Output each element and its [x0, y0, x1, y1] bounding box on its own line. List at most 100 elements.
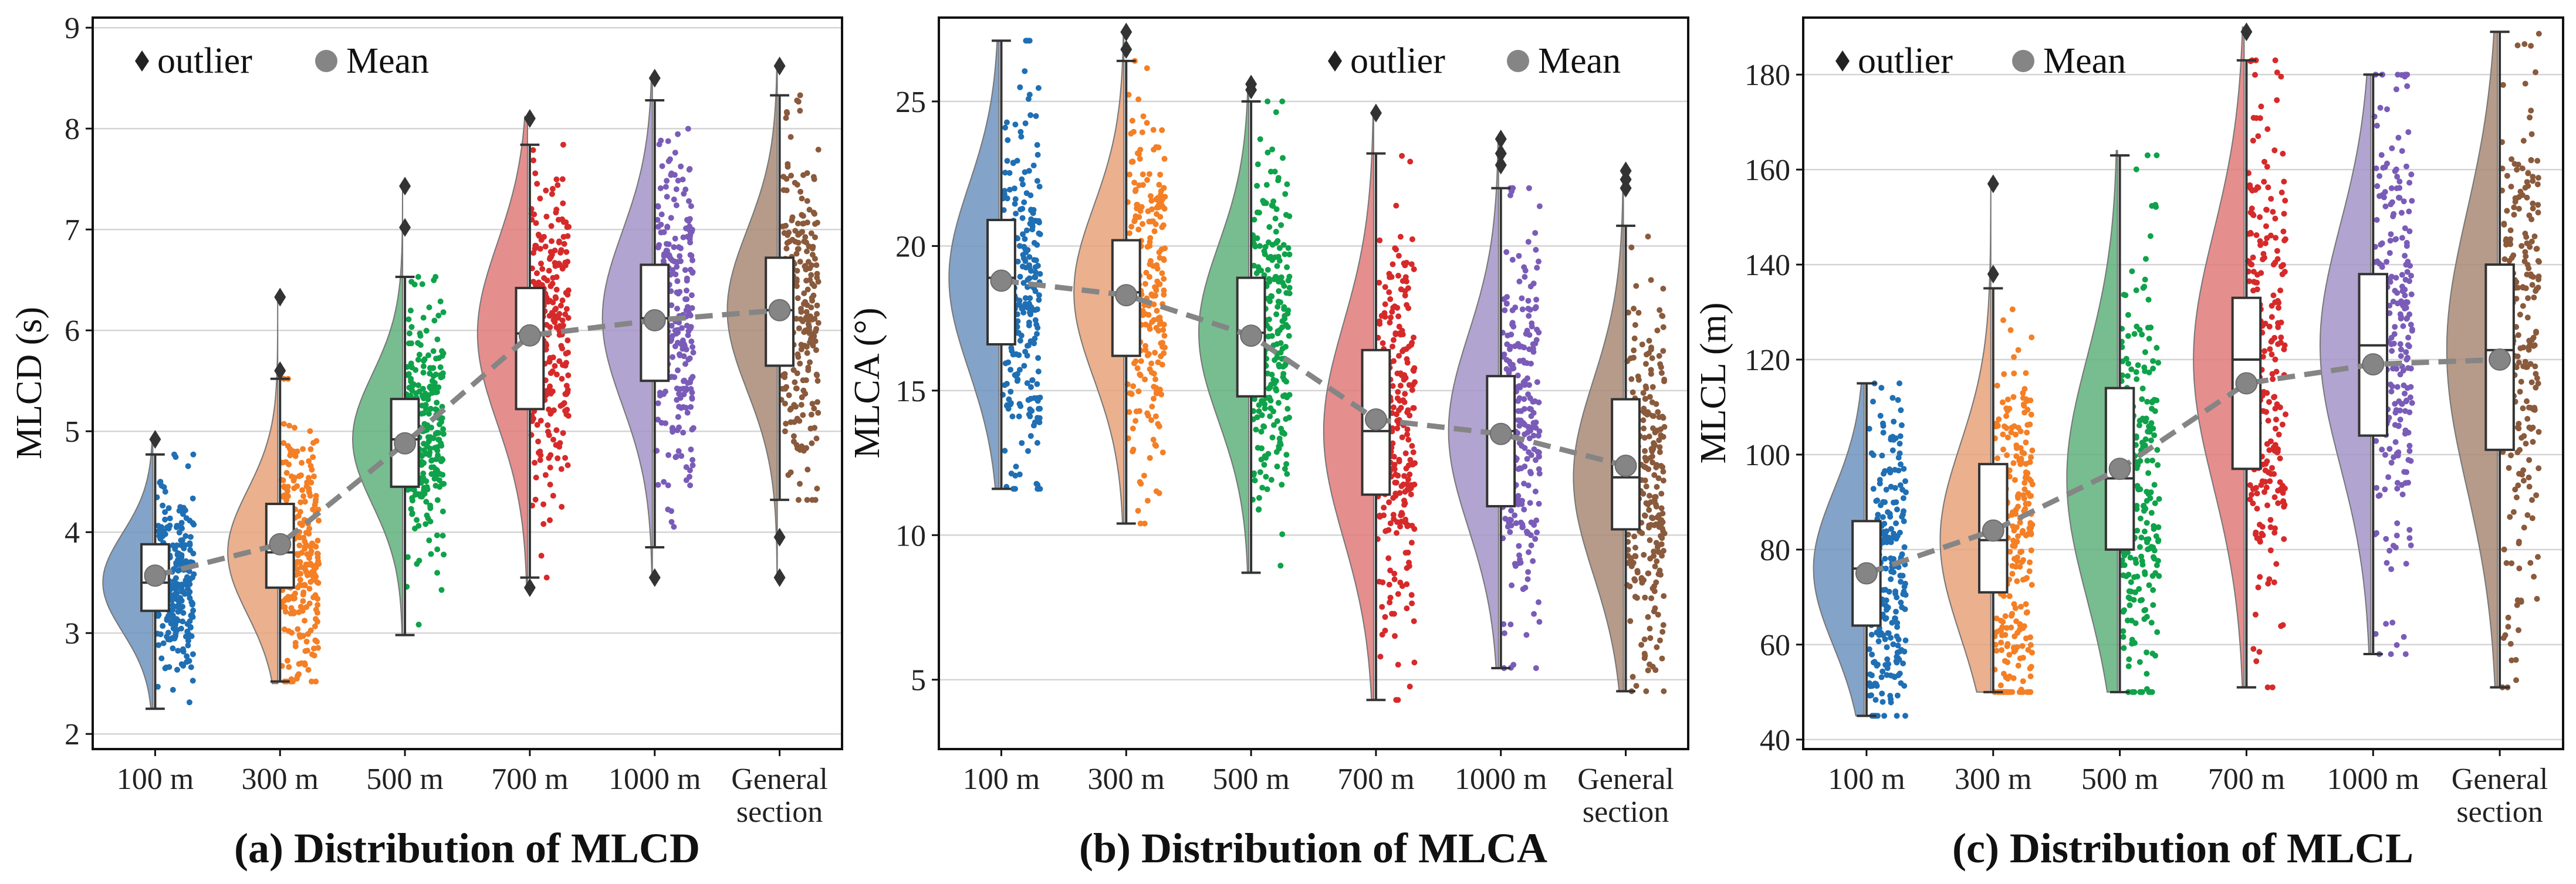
- data-point: [2281, 178, 2287, 185]
- data-point: [2000, 431, 2006, 438]
- data-point: [309, 562, 315, 568]
- data-point: [2142, 569, 2148, 575]
- data-point: [187, 581, 193, 587]
- data-point: [556, 358, 563, 364]
- data-point: [1161, 185, 1167, 191]
- data-point: [2131, 331, 2138, 337]
- data-point: [562, 363, 569, 369]
- data-point: [1279, 429, 1286, 436]
- data-point: [1251, 241, 1257, 247]
- data-point: [2149, 458, 2156, 464]
- data-point: [2254, 279, 2260, 286]
- data-point: [2274, 69, 2280, 76]
- data-point: [283, 595, 289, 602]
- data-point: [2389, 619, 2396, 626]
- data-point: [552, 307, 558, 313]
- data-point: [1030, 162, 1037, 169]
- data-point: [2397, 311, 2403, 317]
- data-point: [434, 399, 440, 406]
- data-point: [187, 534, 194, 540]
- data-point: [1385, 527, 1392, 533]
- data-point: [1651, 440, 1657, 446]
- data-point: [316, 517, 322, 524]
- data-point: [1879, 690, 1885, 697]
- data-point: [175, 581, 182, 588]
- data-point: [1279, 98, 1286, 104]
- violin-half: [102, 435, 154, 710]
- data-point: [2006, 652, 2013, 658]
- data-point: [433, 456, 440, 462]
- data-point: [1036, 419, 1043, 425]
- data-point: [164, 617, 170, 623]
- data-point: [2125, 571, 2132, 578]
- data-point: [810, 174, 817, 180]
- data-point: [812, 221, 818, 227]
- data-point: [430, 388, 436, 394]
- data-point: [2023, 601, 2029, 607]
- data-point: [1135, 507, 1141, 514]
- data-point: [439, 404, 445, 410]
- data-point: [1888, 526, 1894, 532]
- data-point: [2141, 283, 2148, 290]
- data-point: [2131, 689, 2138, 695]
- data-point: [1533, 457, 1539, 463]
- data-point: [2003, 425, 2010, 431]
- data-point: [2393, 86, 2399, 93]
- data-point: [1894, 713, 1900, 719]
- data-point: [2021, 480, 2028, 486]
- legend-outlier-marker: [135, 50, 149, 72]
- data-point: [2273, 561, 2280, 567]
- data-point: [794, 181, 800, 188]
- data-point: [1999, 399, 2006, 405]
- data-point: [2386, 250, 2393, 256]
- data-point: [155, 642, 162, 648]
- data-point: [1380, 340, 1386, 346]
- data-point: [688, 230, 694, 236]
- data-point: [1889, 395, 1896, 401]
- data-point: [281, 483, 288, 490]
- data-point: [428, 464, 435, 470]
- data-point: [2023, 500, 2029, 507]
- data-point: [561, 241, 567, 247]
- data-point: [1877, 412, 1884, 419]
- data-point: [300, 633, 306, 639]
- data-point: [1891, 418, 1897, 425]
- data-point: [2139, 558, 2145, 564]
- data-point: [1654, 327, 1661, 334]
- data-point: [2530, 174, 2536, 180]
- data-point: [2507, 514, 2513, 520]
- data-point: [2528, 157, 2534, 164]
- data-point: [1660, 286, 1666, 292]
- data-point: [1526, 382, 1532, 388]
- data-point: [432, 406, 439, 412]
- data-point: [315, 506, 322, 513]
- data-point: [1893, 658, 1899, 665]
- data-point: [295, 626, 301, 632]
- data-point: [1396, 353, 1402, 359]
- data-point: [187, 624, 194, 631]
- data-point: [2388, 231, 2394, 238]
- y-tick-label: 6: [65, 314, 80, 348]
- data-point: [1402, 489, 1408, 495]
- data-point: [2134, 573, 2141, 580]
- data-point: [1884, 644, 1890, 651]
- data-point: [1660, 324, 1666, 330]
- data-point: [560, 141, 566, 148]
- data-point: [2264, 164, 2270, 170]
- data-point: [1128, 223, 1135, 230]
- data-point: [1017, 273, 1023, 280]
- data-point: [420, 385, 426, 392]
- y-tick-label: 120: [1745, 344, 1790, 377]
- data-point: [1401, 473, 1407, 479]
- data-point: [2273, 235, 2279, 241]
- outlier-marker: [648, 568, 661, 587]
- data-point: [2513, 296, 2520, 302]
- data-point: [2133, 560, 2139, 566]
- data-point: [805, 364, 812, 371]
- data-point: [790, 438, 797, 445]
- data-point: [187, 577, 193, 582]
- data-point: [1029, 226, 1036, 233]
- data-point: [2021, 623, 2027, 629]
- data-point: [2010, 394, 2017, 400]
